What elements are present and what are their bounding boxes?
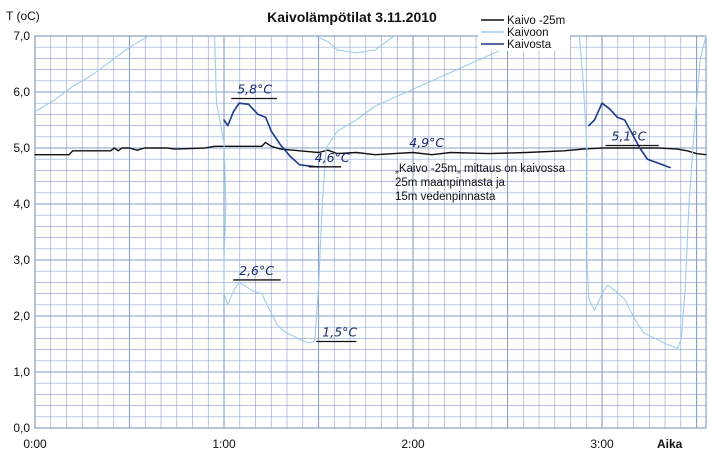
annotation-label: 4,9°C [409, 135, 444, 150]
note-line-1: „Kaivo -25m„ mittaus on kaivossa [395, 163, 566, 175]
annotation-label: 4,6°C [315, 150, 350, 165]
x-tick-label: 1:00 [212, 437, 236, 451]
y-tick-label: 6,0 [13, 85, 30, 99]
x-tick-label: 3:00 [590, 437, 614, 451]
y-tick-label: 7,0 [13, 29, 30, 43]
x-tick-labels: 0:00 1:00 2:00 3:00 [23, 437, 614, 451]
y-tick-label: 1,0 [13, 365, 30, 379]
series-kaivo-25m [34, 141, 707, 156]
chart-title: Kaivolämpötilat 3.11.2010 [267, 9, 437, 25]
legend-label-kaivoon: Kaivoon [507, 27, 549, 39]
y-tick-label: 3,0 [13, 253, 30, 267]
legend-label-kaivo-25m: Kaivo -25m [507, 15, 565, 27]
x-tick-label: 2:00 [401, 437, 425, 451]
x-axis-label: Aika [657, 437, 683, 451]
note-line-3: 15m vedenpinnasta [395, 191, 496, 203]
legend-label-kaivosta: Kaivosta [507, 39, 552, 51]
grid [34, 35, 707, 429]
series-line-kaivo-25m-1 [34, 141, 707, 156]
series-line-kaivoon-2 [214, 35, 527, 344]
series-line-kaivoon-4 [578, 35, 707, 350]
y-tick-label: 0,0 [13, 421, 30, 435]
series-kaivosta [223, 102, 671, 169]
y-tick-labels: 0,0 1,0 2,0 3,0 4,0 5,0 6,0 7,0 [13, 29, 30, 435]
annotation-label: 5,1°C [611, 129, 646, 144]
series-line-kaivosta-1 [223, 102, 320, 168]
series-line-kaivosta-2 [587, 102, 671, 169]
y-axis-label: T (oC) [6, 9, 40, 23]
x-tick-label: 0:00 [23, 437, 47, 451]
series-kaivoon [34, 35, 707, 350]
annotation-label: 1,5°C [322, 325, 357, 340]
series-line-kaivoon-1 [34, 35, 149, 113]
annotation-label: 2,6°C [239, 263, 274, 278]
annotations: 5,8°C 2,6°C 4,6°C 1,5°C 4,9°C 5,1°C [231, 81, 659, 343]
annotation-label: 5,8°C [237, 81, 272, 96]
series-line-kaivoon-3 [314, 35, 395, 54]
note-line-2: 25m maanpinnasta ja [395, 177, 506, 189]
y-tick-label: 2,0 [13, 309, 30, 323]
y-tick-label: 5,0 [13, 141, 30, 155]
note-text: „Kaivo -25m„ mittaus on kaivossa 25m maa… [395, 163, 566, 203]
legend: Kaivo -25m Kaivoon Kaivosta [478, 14, 570, 51]
y-tick-label: 4,0 [13, 197, 30, 211]
series-group [34, 35, 707, 350]
plot-frame [34, 35, 707, 429]
